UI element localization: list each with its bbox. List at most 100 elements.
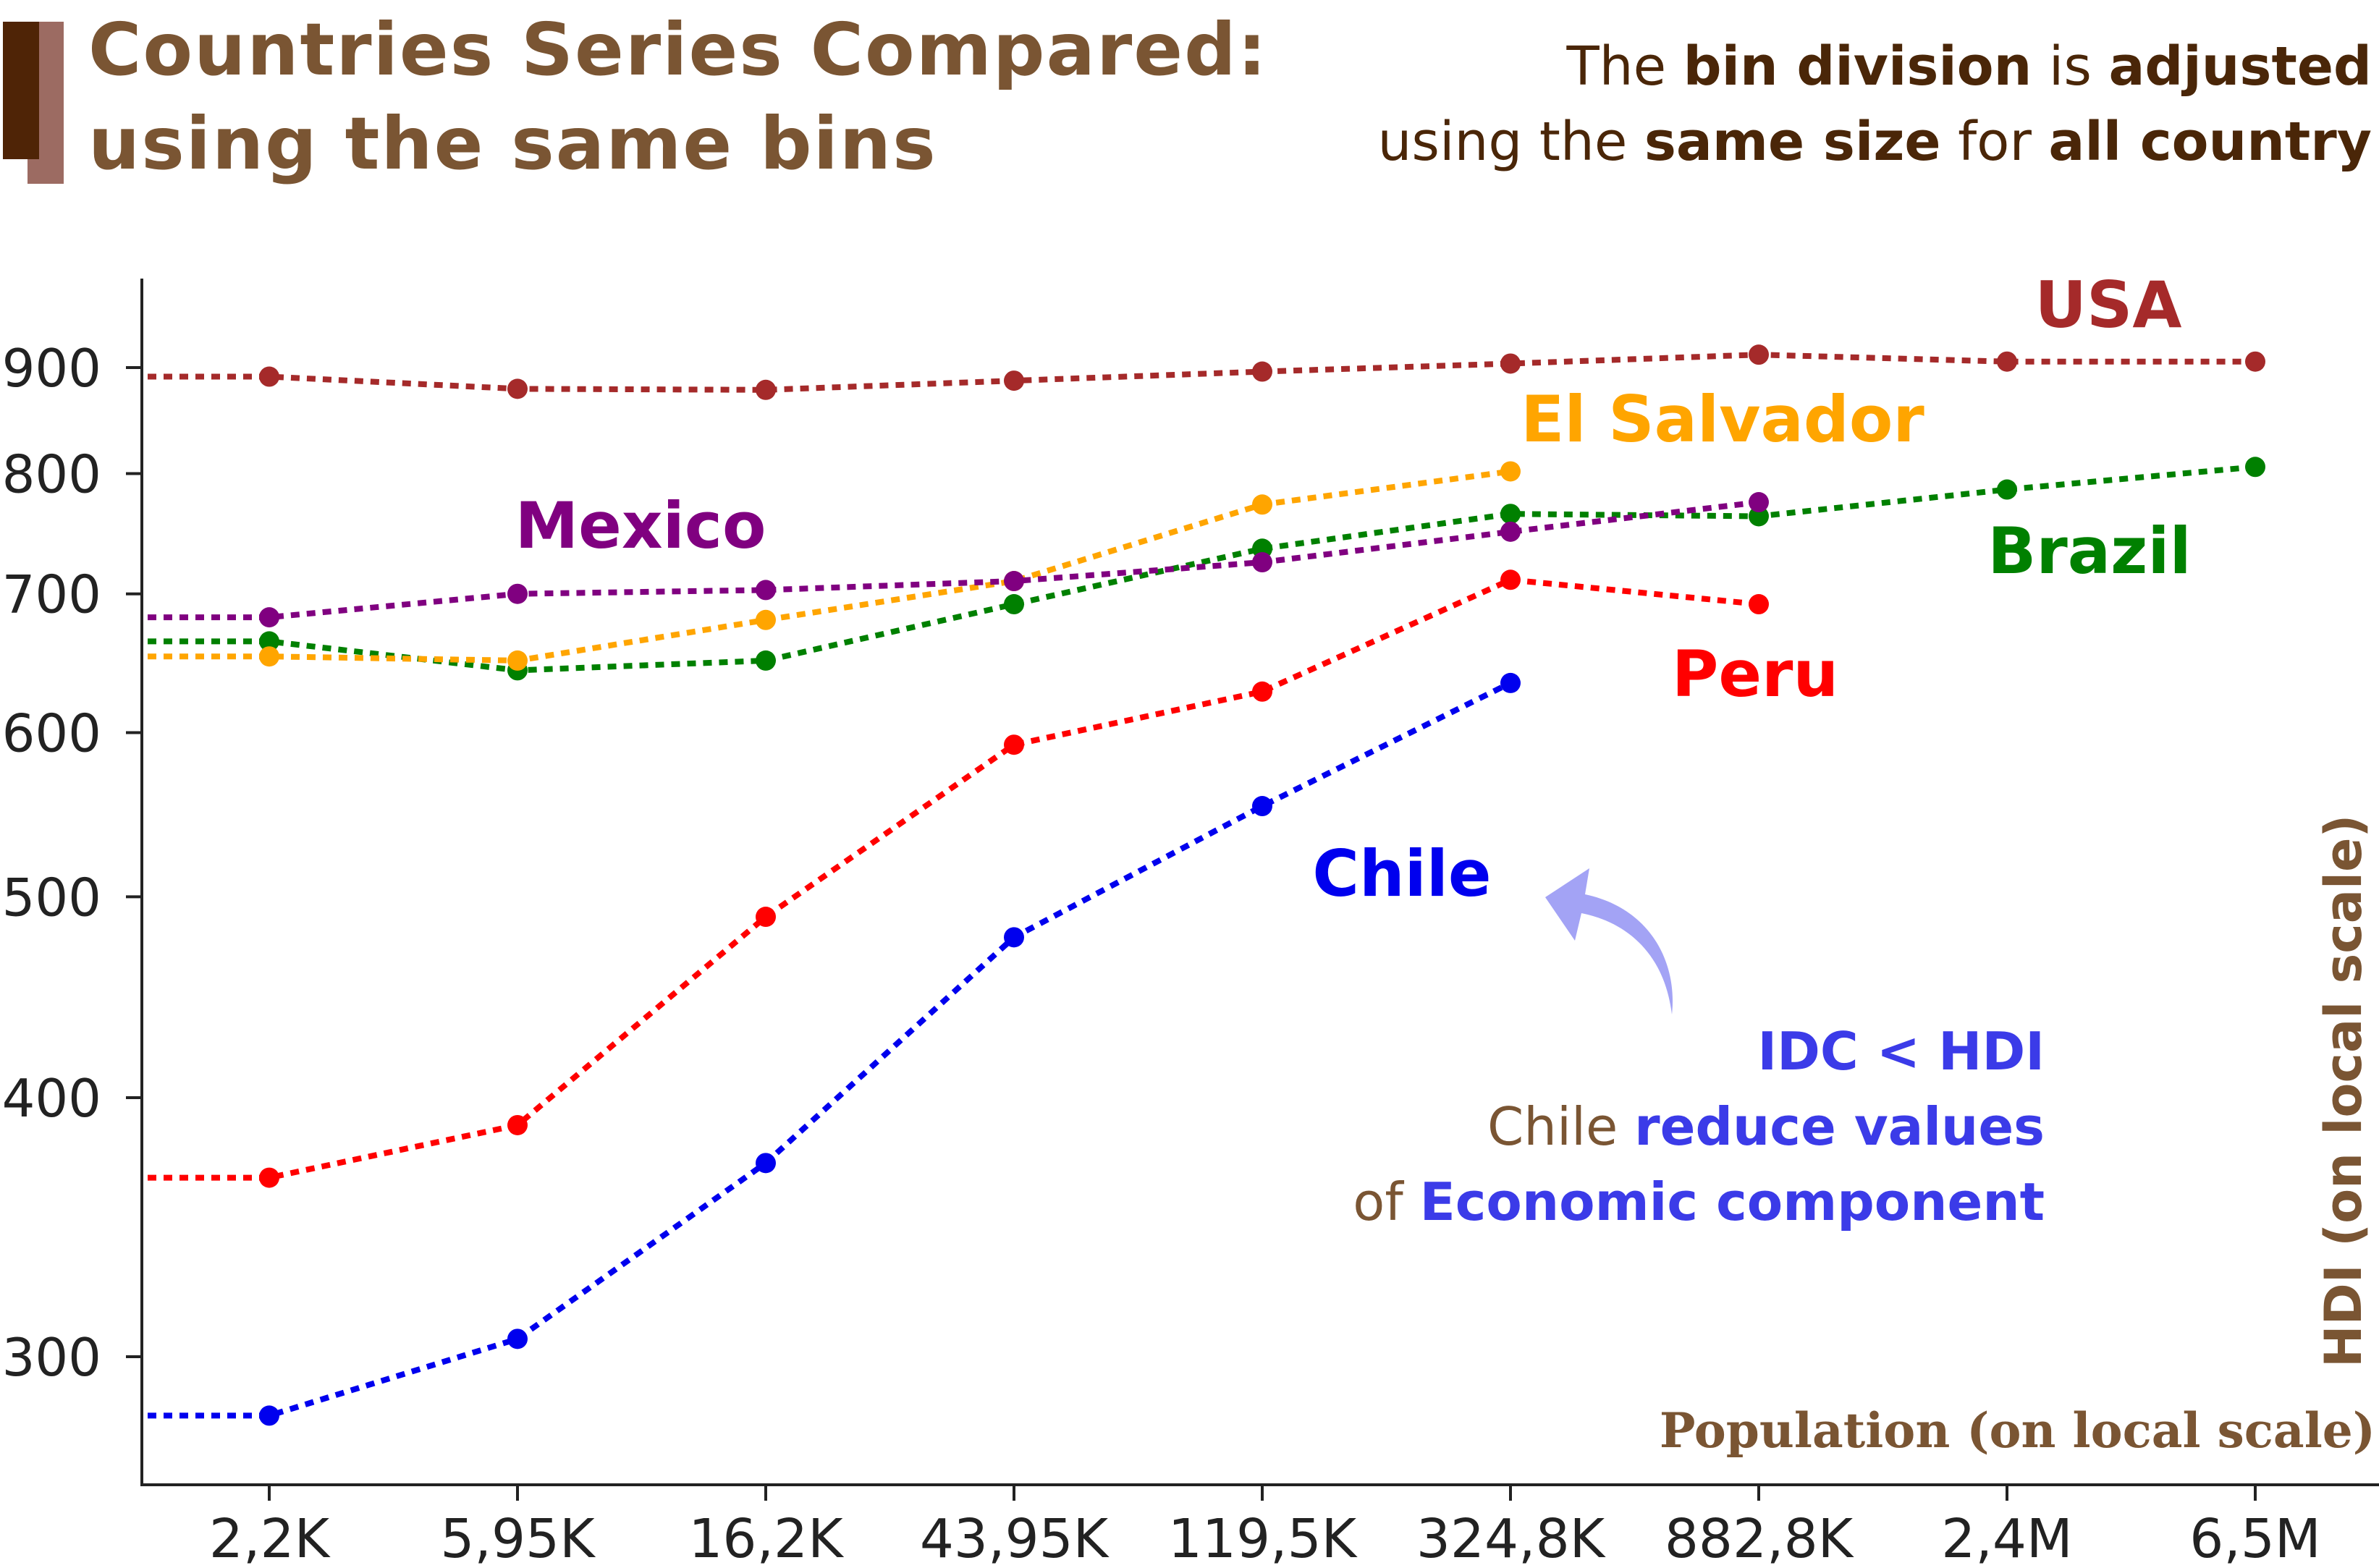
annotation-run: of [1353,1171,1419,1232]
x-tick-label: 324,8K [1416,1508,1607,1568]
data-point [756,580,776,601]
y-tick-label: 900 [2,338,101,399]
data-point [1500,672,1521,693]
data-point [259,646,279,667]
x-tick-label: 43,95K [920,1508,1110,1568]
y-tick-label: 800 [2,444,101,505]
data-point [1500,521,1521,542]
x-tick-label: 6,5M [2189,1508,2321,1568]
data-point [507,583,528,604]
data-point [507,1328,528,1349]
annotation-line1: IDC < HDI [1757,1021,2045,1082]
note-emphasis: adjusted [2108,35,2372,98]
axes: 300 400 500 600 700 800 900 2,2K 5,95K 16,2K 43,95… [2,279,2379,1568]
data-point [259,1405,279,1426]
y-tick-label: 400 [2,1068,101,1129]
series-usa [148,344,2265,400]
x-tick-label: 5,95K [440,1508,596,1568]
note-emphasis: all country [2048,111,2372,173]
annotation-run: IDC < HDI [1757,1021,2045,1082]
data-point [1500,504,1521,525]
data-point [1252,361,1272,382]
series-el-salvador [148,461,1521,671]
data-point [1004,370,1024,391]
series-label: USA [2035,268,2182,342]
data-point [756,609,776,630]
data-point [1252,796,1272,817]
data-point [1749,344,1769,365]
data-point [1252,494,1272,515]
note-text-run: The [1566,35,1683,98]
annotation-run: reduce values [1634,1096,2045,1157]
data-point [1749,492,1769,513]
data-point [507,378,528,399]
y-tick-label: 700 [2,564,101,625]
series-chile [148,672,1521,1426]
y-tick-label: 600 [2,703,101,764]
data-point [259,366,279,387]
data-point [1004,594,1024,615]
annotation-layer: IDC < HDI Chile reduce values of Economic … [1353,868,2045,1232]
data-point [1004,734,1024,755]
data-point [756,650,776,671]
x-tick-label: 2,2K [209,1508,331,1568]
data-point [1252,552,1272,573]
x-tick-label: 16,2K [688,1508,845,1568]
data-point [507,1114,528,1135]
series-line [148,577,1759,1181]
data-point [756,1153,776,1174]
labels-layer: USA El Salvador Mexico Brazil Peru Chile [515,268,2192,911]
data-point [756,379,776,400]
series-label: Mexico [515,488,766,563]
x-tick-label: 882,8K [1665,1508,1855,1568]
x-axis-label: Population (on local scale) [1660,1402,2375,1459]
x-tick-label: 119,5K [1168,1508,1358,1568]
series-line [148,468,1511,664]
series-line [148,352,2255,393]
data-point [756,907,776,928]
series-brazil [148,457,2265,681]
series-label: Brazil [1987,514,2191,588]
series-line [148,499,1759,621]
series-layer [148,344,2265,1426]
annotation-line3: of Economic component [1353,1171,2045,1232]
annotation-run: Chile [1487,1096,1634,1157]
note-emphasis: bin division [1683,35,2032,98]
data-point [259,607,279,628]
note-text-run: is [2032,35,2109,98]
series-label: Chile [1312,836,1491,911]
note-line-2: using the same size for all country [1378,104,2372,179]
data-point [1997,351,2017,372]
series-peru [148,569,1769,1188]
data-point [259,1167,279,1188]
annotation-run: Economic component [1420,1171,2045,1232]
x-tick-label: 2,4M [1941,1508,2073,1568]
data-point [1749,594,1769,615]
data-point [1500,569,1521,590]
title-accent-bar-dark [3,22,39,159]
note-text-run: for [1940,111,2049,173]
y-tick-label: 300 [2,1327,101,1388]
series-line [148,680,1512,1419]
data-point [2245,457,2265,478]
data-point [1252,681,1272,702]
series-label: Peru [1672,637,1838,711]
note-line-1: The bin division is adjusted [1378,29,2372,104]
annotation-line2: Chile reduce values [1487,1096,2045,1157]
note-text-run: using the [1377,111,1644,173]
note-emphasis: same size [1644,111,1941,173]
data-point [1749,506,1769,527]
chart-title-line-2: using the same bins [88,101,937,186]
data-point [259,631,279,652]
data-point [2245,351,2265,372]
data-point [1500,353,1521,374]
data-point [1004,927,1024,948]
y-axis-label: HDI (on local scale) [2314,815,2373,1368]
series-mexico [148,492,1769,628]
note-text: The bin division is adjusted using the s… [1378,29,2372,179]
chart-title-line-1: Countries Series Compared: [88,7,1268,92]
data-point [507,650,528,671]
data-point [1004,571,1024,592]
curved-arrow-icon [1545,868,1673,1014]
